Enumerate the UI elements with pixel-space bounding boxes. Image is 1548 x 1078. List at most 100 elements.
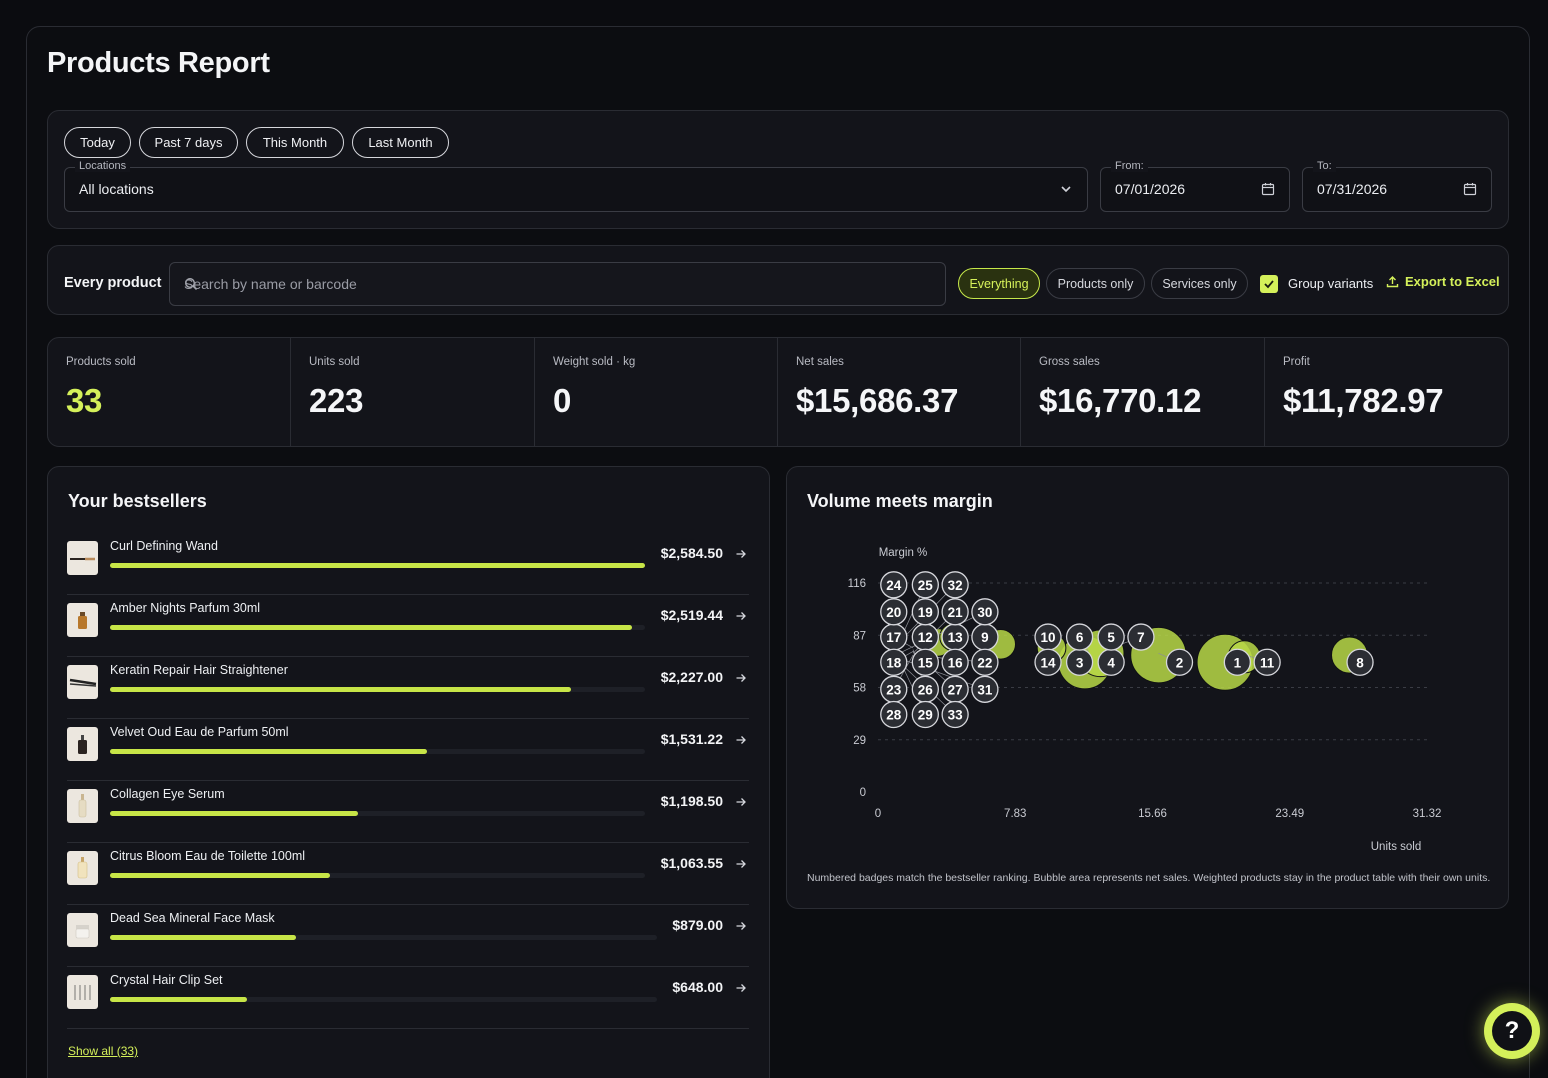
chart-title: Volume meets margin: [807, 491, 993, 511]
rank-badge: [1346, 648, 1374, 676]
bestseller-row[interactable]: Dead Sea Mineral Face Mask $879.00: [67, 905, 749, 967]
arrow-right-icon[interactable]: [735, 857, 747, 875]
stat-label: Net sales: [796, 356, 844, 368]
arrow-right-icon[interactable]: [735, 981, 747, 999]
group-variants-label: Group variants: [1288, 276, 1374, 291]
from-date-field[interactable]: From: 07/01/2026: [1100, 160, 1290, 212]
rank-badge-label: 20: [886, 605, 901, 620]
filter-everything[interactable]: Everything: [958, 268, 1040, 299]
rank-badge-label: 15: [918, 655, 934, 670]
rank-badge-label: 22: [977, 655, 992, 670]
from-label: From:: [1111, 160, 1148, 172]
stat-label: Gross sales: [1039, 356, 1100, 368]
range-this-month-button[interactable]: This Month: [246, 127, 344, 158]
locations-select[interactable]: Locations All locations: [64, 160, 1088, 212]
rank-badge: [941, 700, 969, 729]
arrow-right-icon[interactable]: [735, 919, 747, 937]
bestseller-row[interactable]: Collagen Eye Serum $1,198.50: [67, 781, 749, 843]
arrow-right-icon[interactable]: [735, 671, 747, 689]
arrow-right-icon[interactable]: [735, 733, 747, 751]
stat-value: 0: [553, 382, 572, 419]
bestsellers-card: [47, 466, 770, 1078]
search-input[interactable]: [184, 263, 924, 305]
calendar-icon[interactable]: [1261, 182, 1275, 201]
stat-products-sold: Products sold 33: [48, 338, 291, 446]
bestseller-row[interactable]: Keratin Repair Hair Straightener $2,227.0…: [67, 657, 749, 719]
rank-badge-label: 29: [918, 708, 933, 723]
rank-badge: [941, 571, 969, 599]
filter-services-only[interactable]: Services only: [1151, 268, 1248, 299]
rank-badge: [971, 675, 999, 703]
sales-bar-track: [110, 935, 657, 940]
leader-line: [895, 611, 986, 656]
bestseller-row[interactable]: Crystal Hair Clip Set $648.00: [67, 967, 749, 1029]
rank-badge: [1065, 623, 1094, 651]
product-thumbnail: [67, 913, 98, 947]
bestseller-row[interactable]: Curl Defining Wand $2,584.50: [67, 533, 749, 595]
range-today-button[interactable]: Today: [64, 127, 131, 158]
sales-bar-track: [110, 625, 645, 630]
arrow-right-icon[interactable]: [735, 795, 747, 813]
to-label: To:: [1313, 160, 1336, 172]
rank-badge: [1165, 648, 1194, 676]
stat-value: 223: [309, 382, 364, 419]
arrow-right-icon[interactable]: [735, 609, 747, 627]
sales-bar-track: [110, 687, 645, 692]
y-tick-label: 116: [848, 578, 866, 590]
rank-badge-label: 27: [948, 682, 963, 697]
show-all-link[interactable]: Show all (33): [68, 1044, 139, 1058]
sales-bar-track: [110, 811, 645, 816]
rank-badge: [911, 598, 939, 626]
rank-badge: [1034, 648, 1062, 676]
product-name: Amber Nights Parfum 30ml: [110, 601, 261, 615]
leader-line: [895, 656, 986, 690]
bestseller-row[interactable]: Amber Nights Parfum 30ml $2,519.44: [67, 595, 749, 657]
stat-label: Products sold: [66, 356, 136, 368]
every-product-label: Every product: [64, 275, 162, 291]
rank-badge-label: 5: [1107, 630, 1115, 645]
rank-badge: [1223, 648, 1251, 676]
rank-badge: [941, 648, 969, 676]
sales-bar-fill: [110, 749, 427, 754]
to-date-field[interactable]: To: 07/31/2026: [1302, 160, 1492, 212]
product-thumbnail: [67, 665, 98, 699]
rank-badge: [880, 598, 908, 626]
stat-value: $15,686.37: [796, 382, 959, 419]
locations-value: All locations: [79, 181, 154, 197]
help-button[interactable]: ?: [1484, 1003, 1540, 1059]
question-icon: ?: [1492, 1011, 1532, 1051]
product-thumbnail: [67, 603, 98, 637]
rank-badge-label: 18: [886, 655, 902, 670]
rank-badge-label: 3: [1076, 655, 1084, 670]
rank-badge: [880, 648, 908, 676]
arrow-right-icon[interactable]: [735, 547, 747, 565]
filter-products-only[interactable]: Products only: [1046, 268, 1145, 299]
bestseller-row[interactable]: Velvet Oud Eau de Parfum 50ml $1,531.22: [67, 719, 749, 781]
range-last-month-button[interactable]: Last Month: [352, 127, 449, 158]
product-thumbnail: [67, 789, 98, 823]
rank-badge-label: 13: [948, 630, 964, 645]
calendar-icon[interactable]: [1463, 182, 1477, 201]
range-past-7-days-button[interactable]: Past 7 days: [139, 127, 238, 158]
rank-badge: [1127, 623, 1155, 651]
x-tick-label: 31.32: [1413, 808, 1442, 820]
export-to-excel-button[interactable]: Export to Excel: [1386, 274, 1500, 289]
x-axis-label: Units sold: [1371, 841, 1422, 853]
rank-badge-label: 10: [1041, 630, 1056, 645]
group-variants-checkbox[interactable]: [1260, 275, 1278, 293]
y-tick-label: 87: [853, 630, 866, 642]
rank-badge-label: 26: [918, 682, 934, 697]
product-amount: $1,198.50: [660, 793, 723, 809]
rank-badge-label: 8: [1356, 655, 1364, 670]
sales-bar-track: [110, 563, 645, 568]
bestseller-row[interactable]: Citrus Bloom Eau de Toilette 100ml $1,063…: [67, 843, 749, 905]
x-tick-label: 15.66: [1138, 808, 1167, 820]
rank-badge-label: 6: [1076, 630, 1084, 645]
sales-bar-track: [110, 749, 645, 754]
rank-badge-label: 17: [886, 630, 901, 645]
rank-badge-label: 21: [948, 605, 964, 620]
x-tick-label: 23.49: [1275, 808, 1304, 820]
product-name: Crystal Hair Clip Set: [110, 973, 223, 987]
search-box[interactable]: [169, 262, 946, 306]
